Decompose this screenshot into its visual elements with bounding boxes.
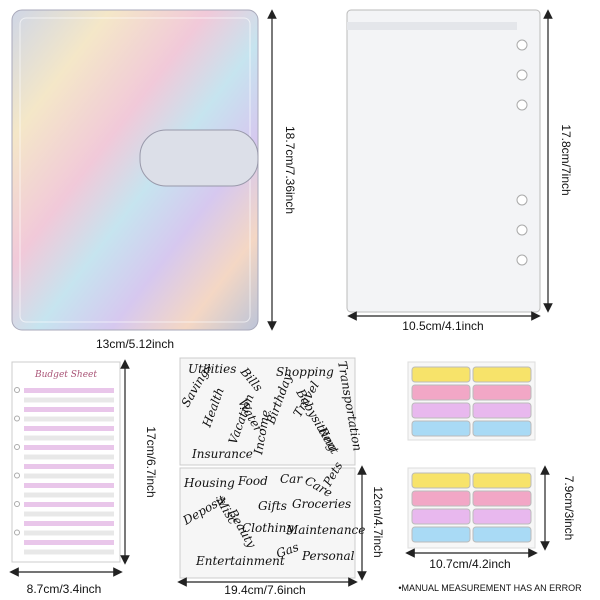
sheet-row	[24, 426, 114, 431]
sticker-height: 12cm/4.7inch	[371, 486, 385, 557]
sheet-hole	[14, 387, 20, 393]
binder-strap	[139, 129, 259, 187]
tab	[472, 526, 532, 543]
sheet-height: 17cm/6.7inch	[144, 426, 158, 497]
sheet-row	[24, 502, 114, 507]
sheet-row	[24, 530, 114, 536]
tabs-width: 10.7cm/4.2inch	[429, 557, 510, 571]
pouch-zipper	[347, 22, 517, 30]
tab	[472, 420, 532, 437]
sheet-row	[24, 388, 114, 393]
sticker-word: Insurance	[191, 447, 253, 461]
tab	[472, 384, 532, 401]
sheet-hole	[14, 529, 20, 536]
sticker-width: 19.4cm/7.6inch	[224, 583, 305, 597]
tabs-height: 7.9cm/3inch	[562, 476, 576, 541]
tab	[411, 526, 471, 543]
sticker-word: Car	[280, 472, 303, 486]
sticker-word: Personal	[301, 549, 355, 563]
sheet-title: Budget Sheet	[34, 370, 97, 380]
tab	[472, 490, 532, 507]
binder-width: 13cm/5.12inch	[96, 337, 174, 351]
sheet-row	[24, 435, 114, 441]
pouch-holes	[516, 39, 528, 266]
sheet-row	[24, 454, 114, 460]
note: •MANUAL MEASUREMENT HAS AN ERROR	[398, 583, 582, 593]
sheet-hole	[14, 415, 20, 422]
binder: 18.7cm/7.36inch 13cm/5.12inch	[11, 9, 297, 351]
sheet-paper	[11, 361, 121, 563]
sheet-row	[24, 407, 114, 412]
sheet-row	[24, 473, 114, 479]
sheet-row	[24, 416, 114, 422]
tabs: 7.9cm/3inch 10.7cm/4.2inch	[405, 361, 576, 571]
tab	[411, 490, 471, 507]
binder-cover	[11, 9, 259, 331]
tab	[472, 366, 532, 383]
tab	[472, 472, 532, 489]
sheet-row	[24, 483, 114, 488]
pouch-height: 17.8cm/7inch	[559, 124, 573, 195]
tab	[472, 508, 532, 525]
stickers: Utilities Bills Shopping TransportationSavi…	[177, 357, 385, 597]
tab	[411, 472, 471, 489]
pouch-width: 10.5cm/4.1inch	[402, 319, 483, 333]
tab	[472, 402, 532, 419]
sheet-row	[24, 464, 114, 469]
sticker-word: Utilities	[188, 362, 236, 376]
sheet-row	[24, 397, 114, 403]
sheet-row	[24, 521, 114, 526]
tab	[411, 366, 471, 383]
sheet-hole	[14, 444, 20, 450]
sticker-word: Food	[237, 474, 268, 488]
sticker-word: Maintenance	[285, 523, 365, 537]
sticker-word: Groceries	[292, 497, 351, 511]
sheet-row	[24, 549, 114, 555]
sheet-hole	[14, 472, 20, 479]
sticker-word: Housing	[183, 476, 235, 490]
sticker-word: Shopping	[276, 365, 334, 379]
pouch-body	[346, 9, 541, 313]
tab	[411, 384, 471, 401]
sheet-row	[24, 445, 114, 450]
budget-sheet: Budget Sheet 17cm/6.7inch 8.7cm/3.4inch	[9, 359, 158, 596]
sticker-word: Clothing	[242, 521, 294, 535]
binder-height: 18.7cm/7.36inch	[283, 126, 297, 214]
sticker-sheet	[179, 467, 356, 579]
sheet-hole	[14, 501, 20, 507]
sheet-rows	[14, 387, 114, 555]
tab	[411, 508, 471, 525]
pouch: 17.8cm/7inch 10.5cm/4.1inch	[346, 9, 573, 333]
sticker-word: Entertainment	[195, 554, 285, 568]
tab	[411, 402, 471, 419]
sticker-word: Gifts	[258, 499, 287, 513]
tab	[411, 420, 471, 437]
sheet-width: 8.7cm/3.4inch	[27, 582, 102, 596]
sheet-row	[24, 540, 114, 545]
sheet-row	[24, 492, 114, 498]
sticker-sheet	[179, 357, 356, 466]
sheet-row	[24, 511, 114, 517]
